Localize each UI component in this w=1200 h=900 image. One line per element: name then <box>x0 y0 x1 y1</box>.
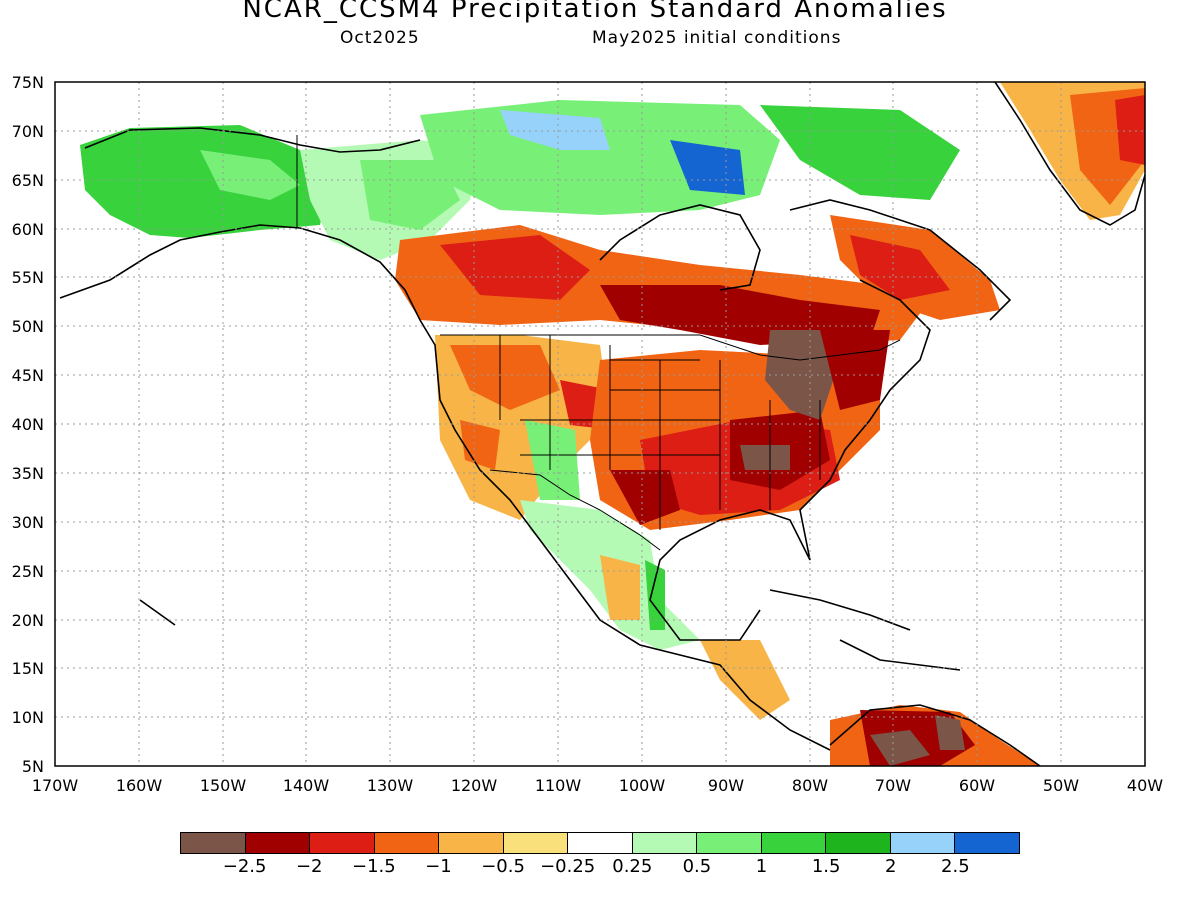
anomaly-region-canada-red <box>440 235 590 300</box>
lat-label: 70N <box>11 122 44 141</box>
colorbar-swatch <box>439 833 504 853</box>
coastline-alaska <box>59 224 831 751</box>
colorbar-swatch <box>697 833 762 853</box>
coastline-alaska-north <box>84 127 421 153</box>
lat-label: 5N <box>21 757 44 776</box>
border-us-mexico <box>489 469 661 551</box>
anomaly-region-appalachia-brown <box>740 445 790 470</box>
colorbar-label: 2 <box>885 856 897 877</box>
colorbar-swatch <box>955 833 1019 853</box>
gridlines <box>55 82 1145 766</box>
colorbar-label: −1 <box>425 856 452 877</box>
coastline-greenland <box>994 82 1145 226</box>
lon-label: 110W <box>534 776 582 795</box>
lat-label: 45N <box>11 366 44 385</box>
lat-label: 65N <box>11 171 44 190</box>
colorbar-swatch <box>568 833 633 853</box>
lat-label: 30N <box>11 513 44 532</box>
anomaly-region-northeast-darkred <box>820 330 890 410</box>
lon-label: 60W <box>958 776 996 795</box>
lat-label: 10N <box>11 708 44 727</box>
lon-label: 130W <box>366 776 414 795</box>
colorbar-swatch <box>890 833 956 853</box>
lat-label: 20N <box>11 611 44 630</box>
lat-label: 40N <box>11 415 44 434</box>
anomaly-region-california-orange <box>460 420 500 470</box>
colorbar-swatch <box>826 833 891 853</box>
lat-label: 55N <box>11 268 44 287</box>
colorbar-swatch <box>310 833 375 853</box>
anomaly-region-southwest-wet <box>525 420 580 500</box>
anomaly-region-south-america-brown <box>870 730 930 766</box>
coastline-east <box>649 279 931 641</box>
lon-label: 150W <box>199 776 247 795</box>
anomaly-region-greatlakes-brown <box>765 330 840 420</box>
lon-label: 160W <box>115 776 163 795</box>
map-frame <box>54 81 1146 767</box>
colorbar-swatch <box>761 833 827 853</box>
colorbar-label: 1 <box>755 856 768 877</box>
colorbar-label: −0.25 <box>540 856 596 877</box>
coastline-hudson-bay <box>599 204 761 291</box>
colorbar-label: −1.5 <box>351 856 396 877</box>
lon-label: 80W <box>791 776 829 795</box>
anomaly-region-alaska-light <box>200 150 300 200</box>
border-states-west <box>499 335 611 470</box>
coastline-south-america <box>829 704 1041 766</box>
anomaly-region-central-america <box>700 640 790 720</box>
colorbar-swatch <box>181 833 246 853</box>
anomaly-region-arctic-blue <box>500 110 610 150</box>
colorbar-swatch <box>374 833 440 853</box>
anomaly-region-alaska-wet <box>80 125 330 238</box>
anomaly-region-mexico-orange <box>600 555 640 620</box>
anomaly-region-texas-red <box>610 470 680 525</box>
anomaly-region-baffin-wet <box>760 105 960 200</box>
initial-conditions: May2025 initial conditions <box>592 28 842 48</box>
colorbar-swatch <box>503 833 569 853</box>
colorbar-label: 0.25 <box>612 856 653 877</box>
coastline-labrador <box>789 199 1012 321</box>
colorbar-swatch <box>632 833 698 853</box>
colorbar-label: −2 <box>295 856 323 877</box>
coastline-hawaii <box>139 599 176 626</box>
lon-label: 120W <box>450 776 498 795</box>
border-us-canada <box>440 334 901 361</box>
lon-label: 90W <box>707 776 745 795</box>
anomaly-region-venezuela-brown <box>935 715 965 750</box>
colorbar <box>180 832 1020 854</box>
lat-label: 60N <box>11 220 44 239</box>
lat-label: 75N <box>11 73 44 92</box>
lat-label: 50N <box>11 317 44 336</box>
anomaly-region-quebec-red <box>850 235 950 300</box>
coastlines <box>59 82 1145 766</box>
border-states-central <box>610 359 821 530</box>
forecast-month: Oct2025 <box>340 28 420 48</box>
map-title: NCAR_CCSM4 Precipitation Standard Anomal… <box>242 0 948 24</box>
anomaly-region-greenland-red <box>1115 95 1145 165</box>
lon-label: 70W <box>874 776 912 795</box>
lon-label: 140W <box>282 776 330 795</box>
lat-label: 35N <box>11 464 44 483</box>
colorbar-label: −2.5 <box>222 856 267 877</box>
lon-label: 40W <box>1126 776 1164 795</box>
lat-label: 25N <box>11 562 44 581</box>
borders <box>296 135 901 551</box>
lat-label: 15N <box>11 659 44 678</box>
coastline-caribbean <box>769 589 961 671</box>
lon-label: 50W <box>1042 776 1080 795</box>
lon-label: 100W <box>618 776 666 795</box>
colorbar-label: 1.5 <box>811 856 841 877</box>
anomaly-region-nw-canada-green <box>360 160 460 230</box>
colorbar-label: −0.5 <box>481 856 525 877</box>
anomaly-region-nw-us-orange <box>450 345 560 410</box>
colorbar-label: 2.5 <box>941 856 970 877</box>
anomaly-region-hudson-blue <box>670 140 745 195</box>
colorbar-label: 0.5 <box>682 856 712 877</box>
lon-label: 170W <box>31 776 79 795</box>
colorbar-swatch <box>245 833 311 853</box>
